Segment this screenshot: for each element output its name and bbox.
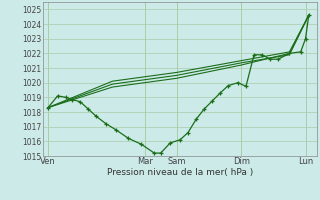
X-axis label: Pression niveau de la mer( hPa ): Pression niveau de la mer( hPa ) [107,168,253,177]
